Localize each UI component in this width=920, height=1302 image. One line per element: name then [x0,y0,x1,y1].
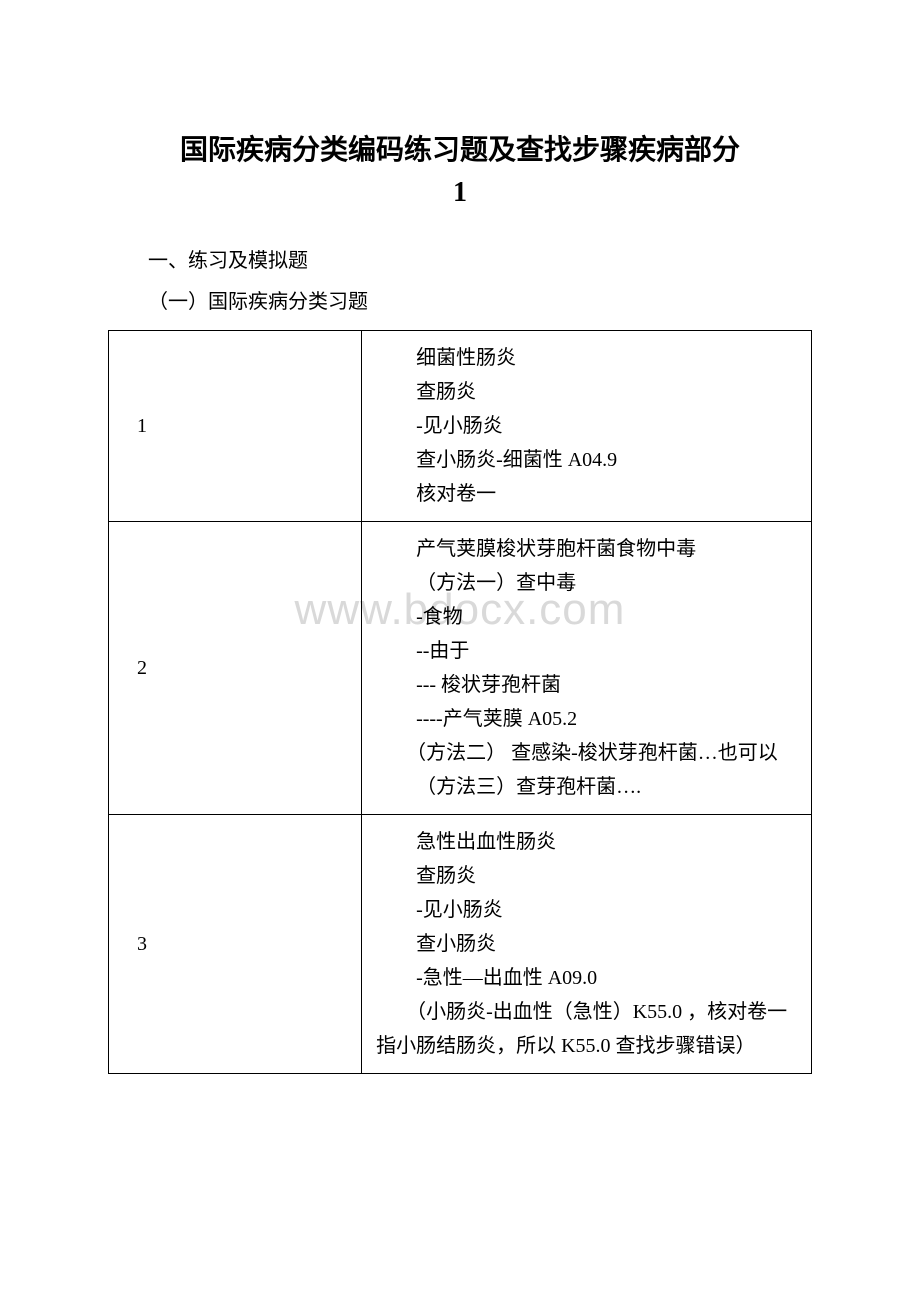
row-content-cell: 产气荚膜梭状芽胞杆菌食物中毒 （方法一）查中毒 -食物 --由于 --- 梭状芽… [362,522,812,815]
content-line: 查肠炎 [376,375,797,409]
title-line-1: 国际疾病分类编码练习题及查找步骤疾病部分 [108,130,812,172]
content-line: 细菌性肠炎 [376,341,797,375]
content-line: --由于 [376,634,797,668]
document-title: 国际疾病分类编码练习题及查找步骤疾病部分 1 [108,130,812,214]
content-line: -食物 [376,600,797,634]
content-line: 查小肠炎 [376,927,797,961]
content-line: （方法三）查芽孢杆菌…. [376,770,797,804]
row-number-cell: 2 [109,522,362,815]
content-line: 产气荚膜梭状芽胞杆菌食物中毒 [376,532,797,566]
row-number-cell: 3 [109,815,362,1074]
subsection-heading: （一）国际疾病分类习题 [108,285,812,314]
content-line: 急性出血性肠炎 [376,825,797,859]
row-content-cell: 急性出血性肠炎 查肠炎 -见小肠炎 查小肠炎 -急性—出血性 A09.0 （小肠… [362,815,812,1074]
content-line: -见小肠炎 [376,893,797,927]
row-content-cell: 细菌性肠炎 查肠炎 -见小肠炎 查小肠炎-细菌性 A04.9 核对卷一 [362,331,812,522]
table-row: 1 细菌性肠炎 查肠炎 -见小肠炎 查小肠炎-细菌性 A04.9 核对卷一 [109,331,812,522]
content-line: 核对卷一 [376,477,797,511]
content-line: -见小肠炎 [376,409,797,443]
content-line: -急性—出血性 A09.0 [376,961,797,995]
section-heading: 一、练习及模拟题 [108,244,812,273]
page-container: 国际疾病分类编码练习题及查找步骤疾病部分 1 一、练习及模拟题 （一）国际疾病分… [0,0,920,1134]
content-line: （方法一）查中毒 [376,566,797,600]
content-line: （小肠炎-出血性（急性）K55.0 ，核对卷一指小肠结肠炎，所以 K55.0 查… [376,995,797,1063]
table-row: 2 产气荚膜梭状芽胞杆菌食物中毒 （方法一）查中毒 -食物 --由于 --- 梭… [109,522,812,815]
exercise-table: 1 细菌性肠炎 查肠炎 -见小肠炎 查小肠炎-细菌性 A04.9 核对卷一 2 … [108,330,812,1074]
row-number-cell: 1 [109,331,362,522]
content-line: --- 梭状芽孢杆菌 [376,668,797,702]
content-line: 查小肠炎-细菌性 A04.9 [376,443,797,477]
table-body: 1 细菌性肠炎 查肠炎 -见小肠炎 查小肠炎-细菌性 A04.9 核对卷一 2 … [109,331,812,1074]
content-line: 查肠炎 [376,859,797,893]
content-line: ----产气荚膜 A05.2 [376,702,797,736]
table-row: 3 急性出血性肠炎 查肠炎 -见小肠炎 查小肠炎 -急性—出血性 A09.0 （… [109,815,812,1074]
content-line: （方法二） 查感染-梭状芽孢杆菌…也可以 [376,736,797,770]
title-line-2: 1 [108,172,812,214]
